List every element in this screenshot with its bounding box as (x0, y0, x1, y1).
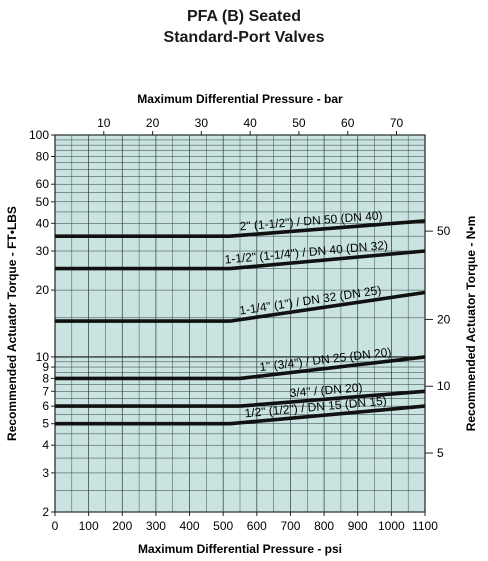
x-tick-label: 300 (146, 519, 166, 533)
axis-ticks: 0 100 200 300 400 500 600 700 800 900 1000 1100 10 20… (29, 116, 451, 533)
x-tick-label: 900 (348, 519, 368, 533)
x-tick-label: 100 (79, 519, 99, 533)
x-tick-label: 200 (112, 519, 132, 533)
series-lines (55, 219, 426, 426)
x-tick-label: 700 (280, 519, 300, 533)
top-x-axis-label: Maximum Differential Pressure - bar (137, 92, 343, 106)
top-x-tick-label: 30 (195, 116, 209, 130)
x-axis-label: Maximum Differential Pressure - psi (138, 542, 342, 556)
right-y-tick-label: 50 (437, 224, 451, 238)
series-line-3 (55, 290, 426, 323)
top-x-tick-label: 50 (292, 116, 306, 130)
x-tick-label: 800 (314, 519, 334, 533)
top-x-tick-label: 40 (243, 116, 257, 130)
y-tick-label: 6 (42, 399, 49, 413)
y-tick-label: 4 (42, 438, 49, 452)
y-tick-label: 50 (36, 195, 50, 209)
y-tick-label: 9 (42, 360, 49, 374)
top-x-tick-label: 10 (97, 116, 111, 130)
top-x-tick-label: 20 (146, 116, 160, 130)
series-label: 3/4" / (DN 20) (289, 380, 363, 400)
top-x-tick-label: 70 (390, 116, 404, 130)
y-tick-label: 60 (36, 177, 50, 191)
x-tick-label: 400 (180, 519, 200, 533)
right-y-tick-label: 10 (437, 379, 451, 393)
y-tick-label: 5 (42, 417, 49, 431)
x-tick-label: 0 (52, 519, 59, 533)
y-axis-label: Recommended Actuator Torque - FT•LBS (5, 206, 19, 441)
chart-subtitle: Standard-Port Valves (163, 29, 325, 46)
x-tick-label: 500 (213, 519, 233, 533)
y-tick-label: 3 (42, 466, 49, 480)
x-tick-label: 1100 (412, 519, 438, 533)
y-tick-label: 40 (36, 216, 50, 230)
chart-title: PFA (B) Seated (186, 8, 302, 25)
series-line-2 (55, 249, 426, 271)
top-x-tick-label: 60 (341, 116, 355, 130)
y-tick-label: 80 (36, 150, 50, 164)
y-tick-label: 20 (36, 283, 50, 297)
series-line-6 (55, 404, 426, 426)
y-tick-label: 8 (42, 371, 49, 385)
series-line-4 (55, 355, 426, 381)
right-y-axis-label: Recommended Actuator Torque - N•m (464, 216, 478, 432)
y-tick-label: 2 (42, 505, 49, 519)
series-line-5 (55, 389, 426, 408)
series-line-1 (55, 219, 426, 238)
x-tick-label: 1000 (378, 519, 405, 533)
right-y-tick-label: 5 (437, 446, 444, 460)
x-tick-label: 600 (247, 519, 267, 533)
x-gridlines (71, 135, 409, 512)
y-tick-label: 10 (36, 350, 50, 364)
right-y-tick-label: 20 (437, 312, 451, 326)
y-tick-label: 100 (29, 128, 49, 142)
y-tick-label: 7 (42, 384, 49, 398)
y-tick-label: 30 (36, 244, 50, 258)
